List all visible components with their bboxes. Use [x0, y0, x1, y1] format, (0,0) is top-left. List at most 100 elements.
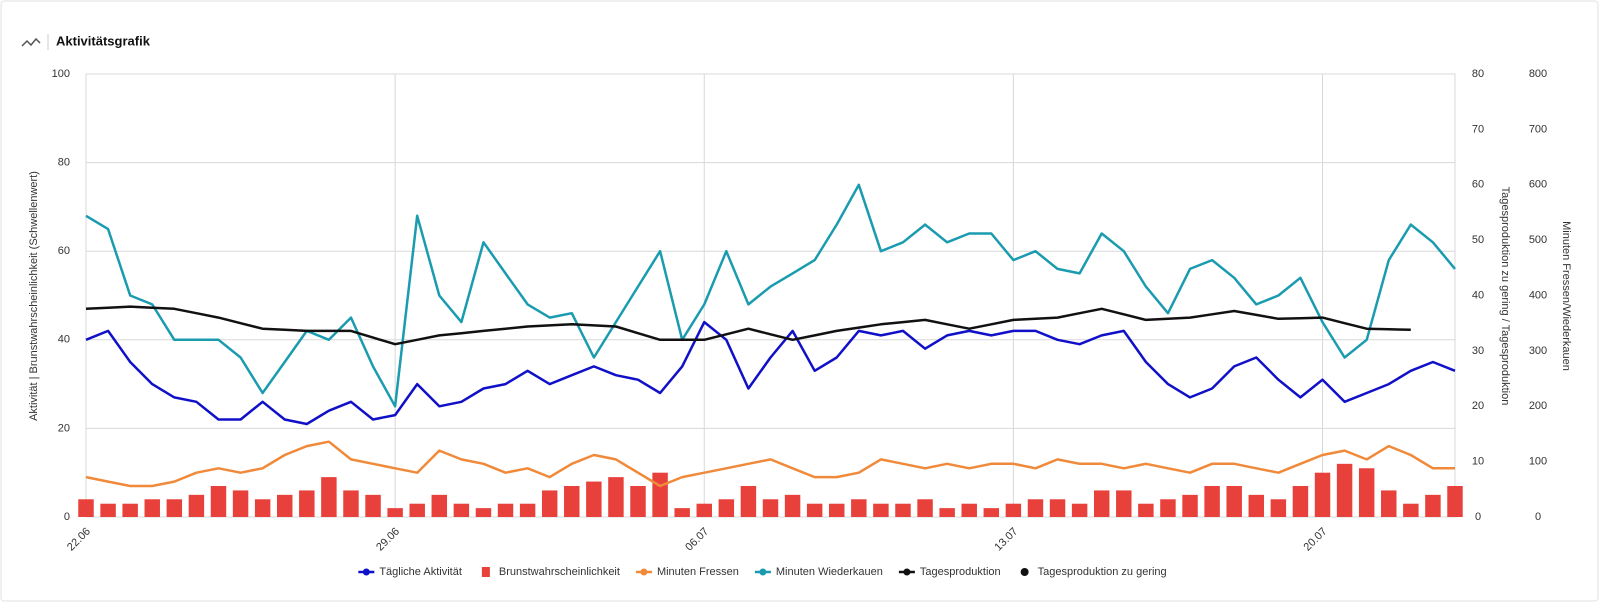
bar — [718, 499, 735, 517]
bar — [586, 481, 602, 517]
series-line — [85, 183, 1456, 408]
bar — [210, 485, 227, 517]
legend-item: Brunstwahrscheinlichkeit — [481, 566, 620, 578]
bar — [387, 508, 403, 517]
legend-swatch — [362, 568, 370, 576]
bar — [1049, 499, 1066, 517]
y2-tick-label: 80 — [1472, 68, 1484, 80]
legend-label: Minuten Wiederkauen — [776, 566, 883, 578]
y2-tick-label: 0 — [1475, 511, 1481, 523]
legend-swatch — [1020, 568, 1029, 576]
bar — [276, 494, 293, 517]
bar — [254, 499, 271, 517]
bar — [895, 503, 911, 517]
bar — [1182, 494, 1198, 517]
bar — [961, 503, 977, 517]
bar — [78, 499, 94, 517]
bar — [122, 503, 138, 517]
bar — [232, 490, 249, 517]
y3-tick-label: 500 — [1529, 234, 1547, 246]
y2-tick-label: 30 — [1472, 345, 1484, 357]
bar — [475, 508, 492, 517]
legend-label: Tagesproduktion zu gering — [1038, 566, 1167, 578]
bar — [851, 499, 867, 517]
series-line — [85, 320, 1456, 426]
legend-label: Tägliche Aktivität — [379, 566, 462, 578]
y2-axis-title: Tagesproduktion zu gering / Tagesprodukt… — [1499, 187, 1511, 406]
bar — [1160, 499, 1176, 517]
y3-tick-label: 800 — [1529, 68, 1547, 80]
bar — [1093, 490, 1110, 517]
bar — [1336, 463, 1353, 517]
bar — [343, 490, 359, 517]
bar — [784, 494, 801, 517]
bar — [453, 503, 470, 517]
bar — [1248, 494, 1265, 517]
bar — [696, 503, 712, 517]
bar — [299, 490, 315, 517]
bar — [1116, 490, 1132, 517]
bar — [1027, 499, 1044, 517]
legend-item: Minuten Wiederkauen — [754, 566, 883, 578]
bar — [652, 472, 668, 517]
bar — [541, 490, 558, 517]
bar — [983, 508, 1000, 517]
chart-title: Aktivitätsgrafik — [56, 33, 151, 48]
legend-label: Brunstwahrscheinlichkeit — [499, 566, 620, 578]
bar — [1447, 485, 1463, 517]
y-tick-label: 80 — [58, 157, 70, 169]
bar — [431, 494, 448, 517]
y3-tick-label: 200 — [1529, 400, 1547, 412]
bar — [1138, 503, 1154, 517]
bar — [873, 503, 889, 517]
series-line — [85, 305, 1411, 346]
legend: Tägliche Aktivität Brunstwahrscheinlichke… — [358, 566, 1167, 578]
chart-icon — [21, 37, 41, 47]
bar — [144, 499, 160, 517]
y2-tick-label: 40 — [1472, 289, 1484, 301]
y3-tick-label: 700 — [1529, 123, 1547, 135]
bar — [1292, 485, 1309, 517]
y3-tick-label: 300 — [1529, 345, 1547, 357]
bar — [1358, 468, 1375, 517]
y-tick-label: 100 — [52, 68, 70, 80]
y-tick-label: 40 — [58, 334, 70, 346]
bar — [829, 503, 845, 517]
bar — [1005, 503, 1022, 517]
bar — [497, 503, 514, 517]
bar — [100, 503, 116, 517]
y3-tick-label: 600 — [1529, 179, 1547, 191]
y2-tick-label: 20 — [1472, 400, 1484, 412]
y-tick-label: 60 — [58, 245, 70, 257]
bar — [166, 499, 183, 517]
legend-item: Minuten Fressen — [635, 566, 739, 578]
legend-label: Minuten Fressen — [657, 566, 739, 578]
legend-swatch — [759, 568, 767, 576]
bar — [1314, 472, 1331, 517]
y3-tick-label: 100 — [1529, 456, 1547, 468]
bar — [188, 494, 205, 517]
bar — [917, 499, 933, 517]
bar — [1403, 503, 1419, 517]
bar — [321, 477, 337, 517]
y3-tick-label: 0 — [1535, 511, 1541, 523]
y-tick-label: 20 — [58, 422, 70, 434]
bar — [1071, 503, 1088, 517]
y2-tick-label: 50 — [1472, 234, 1484, 246]
legend-swatch — [903, 568, 911, 576]
bar — [409, 503, 425, 517]
legend-item: Tagesproduktion zu gering — [1020, 566, 1167, 578]
series-line — [85, 440, 1455, 488]
bar — [608, 477, 624, 517]
bar — [1425, 494, 1441, 517]
bar — [1226, 485, 1242, 517]
y-tick-label: 0 — [64, 511, 70, 523]
bar — [564, 485, 580, 517]
bar — [519, 503, 536, 517]
bar — [674, 508, 690, 517]
bar — [1270, 499, 1287, 517]
y2-tick-label: 10 — [1472, 456, 1484, 468]
bar — [939, 508, 955, 517]
